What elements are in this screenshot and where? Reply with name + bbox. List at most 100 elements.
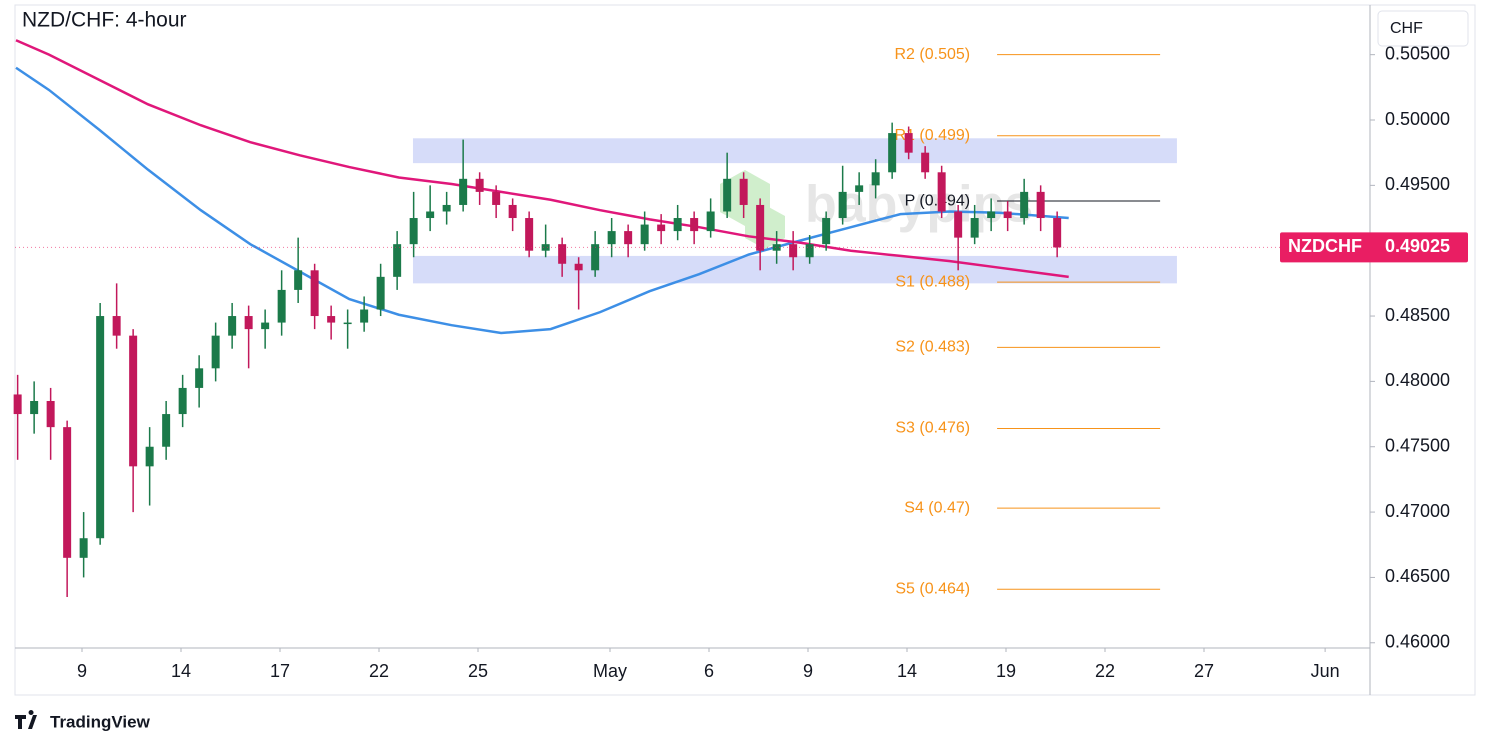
candle-body (789, 244, 798, 258)
candle-body (211, 335, 220, 369)
x-tick-label: May (593, 661, 627, 681)
candle-body (591, 244, 600, 271)
candle-body (46, 400, 55, 428)
candle-body (228, 316, 237, 336)
currency-box (1377, 10, 1469, 47)
candle-body (640, 224, 649, 245)
candle-body (327, 316, 336, 323)
candle-body (690, 218, 699, 232)
candle-body (1003, 211, 1012, 219)
candle-body (706, 211, 715, 232)
candle-body (442, 204, 451, 212)
last-price-value: 0.49025 (1385, 236, 1450, 256)
candle-body (937, 172, 946, 212)
candle-body (756, 204, 765, 251)
pivot-label: S4 (0.47) (904, 499, 970, 516)
moving-average (15, 66, 1069, 335)
candle-body (822, 218, 831, 245)
candle-body (426, 211, 435, 219)
candle-body (63, 427, 72, 558)
pivot-label: S1 (0.488) (895, 273, 970, 290)
candle-body (30, 400, 39, 415)
candle-body (277, 289, 286, 323)
candle-body (13, 394, 22, 415)
candle-body (574, 263, 583, 271)
candle-body (607, 231, 616, 245)
candle-body (888, 133, 897, 173)
x-tick-label: 22 (369, 661, 389, 681)
x-tick-label: 19 (996, 661, 1016, 681)
pivot-label: R1 (0.499) (895, 127, 971, 144)
candle-body (409, 218, 418, 245)
candle-body (673, 218, 682, 232)
candle-body (145, 446, 154, 467)
candle-body (904, 133, 913, 153)
y-tick-label: 0.46500 (1385, 566, 1450, 586)
x-tick-label: 25 (468, 661, 488, 681)
chart-title: NZD/CHF: 4-hour (22, 9, 187, 32)
y-tick-label: 0.50000 (1385, 109, 1450, 129)
pivot-label: S3 (0.476) (895, 420, 970, 437)
last-price-tag (1280, 232, 1468, 263)
candle-body (525, 218, 534, 251)
y-tick-label: 0.48500 (1385, 305, 1450, 325)
x-tick-label: 14 (897, 661, 917, 681)
candle-body (772, 244, 781, 251)
candle-body (871, 172, 880, 186)
footer-logo (15, 710, 37, 729)
x-tick-label: 9 (803, 661, 813, 681)
candle-body (360, 309, 369, 323)
candle-body (1036, 191, 1045, 219)
x-tick-label: 17 (270, 661, 290, 681)
pivot-label: S2 (0.483) (895, 339, 970, 356)
pivot-label: P (0.494) (905, 192, 971, 209)
candle-body (459, 178, 468, 205)
candle-body (96, 316, 105, 539)
candle-body (129, 335, 138, 467)
x-tick-label: 14 (171, 661, 191, 681)
x-tick-label: 22 (1095, 661, 1115, 681)
candle-body (838, 191, 847, 219)
pivot-label: R2 (0.505) (895, 46, 971, 63)
candle-body (310, 270, 319, 317)
y-tick-label: 0.50500 (1385, 43, 1450, 63)
candle-body (294, 270, 303, 290)
y-tick-label: 0.46000 (1385, 632, 1450, 652)
candle-body (244, 316, 253, 330)
candle-body (739, 178, 748, 205)
x-tick-label: 27 (1194, 661, 1214, 681)
footer-brand: TradingView (50, 712, 151, 731)
candle-body (376, 276, 385, 310)
last-price-name: NZDCHF (1288, 236, 1362, 256)
x-tick-label: Jun (1311, 661, 1340, 681)
y-tick-label: 0.49500 (1385, 174, 1450, 194)
candle-body (261, 322, 270, 330)
currency: CHF (1390, 20, 1423, 37)
candle-body (805, 244, 814, 258)
candle-body (492, 191, 501, 205)
candle-body (657, 224, 666, 232)
candle-body (508, 204, 517, 219)
candle-body (195, 368, 204, 388)
candle-body (954, 211, 963, 238)
moving-average (15, 39, 1069, 279)
zone (412, 255, 1177, 284)
candle-body (921, 152, 930, 173)
candle-body (1053, 218, 1062, 248)
candle-body (987, 211, 996, 219)
candle-body (723, 178, 732, 212)
y-tick-label: 0.47500 (1385, 435, 1450, 455)
x-tick-label: 9 (77, 661, 87, 681)
zone (412, 138, 1177, 164)
candle-body (558, 244, 567, 264)
candle-body (162, 414, 171, 447)
candle-body (178, 387, 187, 415)
candle-body (79, 538, 88, 558)
candle-body (541, 244, 550, 251)
y-tick-label: 0.47000 (1385, 501, 1450, 521)
frame (14, 4, 1476, 696)
candle-body (624, 231, 633, 245)
candle-body (393, 244, 402, 277)
pivot-label: S5 (0.464) (895, 580, 970, 597)
